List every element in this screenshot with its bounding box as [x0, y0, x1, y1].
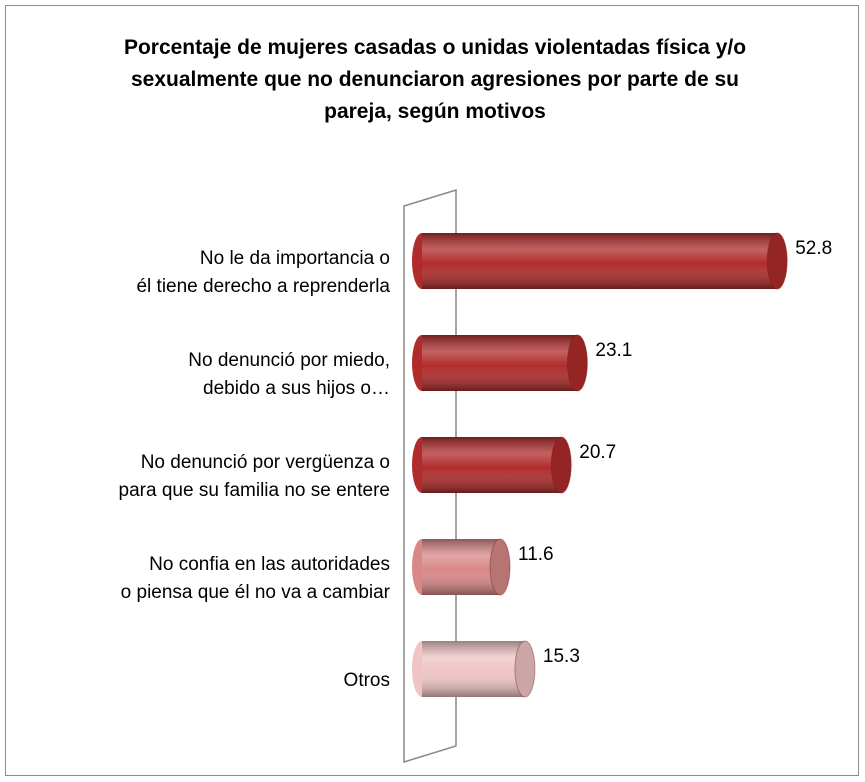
category-label: No denunció por vergüenza o para que su …: [118, 452, 390, 501]
chart-title: Porcentaje de mujeres casadas o unidas v…: [123, 36, 747, 123]
bar: [412, 436, 572, 494]
category-label: No denunció por miedo, debido a sus hijo…: [188, 350, 390, 399]
value-label: 20.7: [579, 442, 616, 463]
value-label: 15.3: [543, 646, 580, 667]
value-label: 52.8: [795, 238, 832, 259]
value-label: 11.6: [518, 544, 554, 565]
category-label: No confia en las autoridades o piensa qu…: [120, 554, 390, 603]
bar: [412, 232, 788, 290]
value-label: 23.1: [595, 340, 632, 361]
category-label: No le da importancia o él tiene derecho …: [136, 248, 390, 297]
bar: [412, 334, 588, 392]
bar: [412, 538, 511, 596]
category-label: Otros: [343, 670, 390, 691]
bar: [412, 640, 536, 698]
